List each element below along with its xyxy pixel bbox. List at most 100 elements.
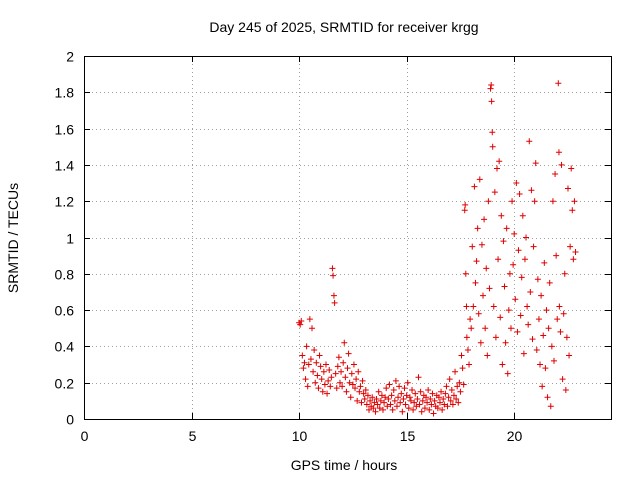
- data-point: [556, 303, 563, 310]
- data-point: [482, 325, 489, 332]
- data-point: [531, 198, 538, 205]
- data-point: [561, 270, 568, 277]
- data-point: [559, 376, 566, 383]
- data-point: [547, 403, 554, 410]
- data-point: [448, 386, 455, 393]
- data-point: [566, 352, 573, 359]
- data-point: [376, 405, 383, 412]
- y-tick-label: 0.2: [55, 376, 75, 392]
- data-point: [390, 386, 397, 393]
- x-axis-label: GPS time / hours: [291, 457, 398, 473]
- data-point: [299, 352, 306, 359]
- data-point: [417, 388, 424, 395]
- data-point: [378, 392, 385, 399]
- data-point: [431, 397, 438, 404]
- x-tick-label: 10: [292, 428, 308, 444]
- data-point: [339, 383, 346, 390]
- data-point: [357, 383, 364, 390]
- data-point: [436, 399, 443, 406]
- data-point: [333, 385, 340, 392]
- data-point: [477, 339, 484, 346]
- data-point: [383, 385, 390, 392]
- data-point: [467, 316, 474, 323]
- data-point: [326, 366, 333, 373]
- data-point: [309, 325, 316, 332]
- data-point: [401, 385, 408, 392]
- data-point: [497, 314, 504, 321]
- data-point: [353, 376, 360, 383]
- data-point: [356, 388, 363, 395]
- data-point: [350, 361, 357, 368]
- data-point: [534, 276, 541, 283]
- data-point: [515, 247, 522, 254]
- data-point: [372, 408, 379, 415]
- data-point: [370, 405, 377, 412]
- data-point: [377, 397, 384, 404]
- data-point: [415, 374, 422, 381]
- data-point: [393, 403, 400, 410]
- data-point: [414, 396, 421, 403]
- y-axis-label: SRMTID / TECUs: [5, 183, 21, 293]
- data-point: [335, 354, 342, 361]
- data-point: [555, 80, 562, 87]
- data-point: [439, 406, 446, 413]
- data-point: [493, 165, 500, 172]
- data-point: [552, 170, 559, 177]
- data-point: [488, 82, 495, 89]
- data-point: [336, 379, 343, 386]
- data-point: [382, 394, 389, 401]
- data-point: [321, 381, 328, 388]
- data-point: [421, 405, 428, 412]
- data-point: [324, 390, 331, 397]
- data-point: [440, 396, 447, 403]
- data-point: [483, 265, 490, 272]
- data-point: [364, 392, 371, 399]
- data-point: [454, 383, 461, 390]
- y-tick-label: 1.6: [55, 122, 75, 138]
- data-point: [311, 347, 318, 354]
- data-point: [361, 396, 368, 403]
- data-point: [567, 243, 574, 250]
- data-point: [475, 310, 482, 317]
- data-point: [464, 347, 471, 354]
- y-tick-label: 1.2: [55, 194, 75, 210]
- data-point: [347, 394, 354, 401]
- tick-layer: 00.20.40.60.811.21.41.61.820 5 10 15 20: [55, 49, 611, 444]
- data-point: [385, 396, 392, 403]
- data-point: [519, 212, 526, 219]
- data-point: [521, 256, 528, 263]
- data-point: [539, 383, 546, 390]
- data-point: [500, 238, 507, 245]
- data-point: [426, 406, 433, 413]
- data-point: [395, 394, 402, 401]
- data-point: [411, 399, 418, 406]
- y-tick-label: 1: [66, 231, 74, 247]
- data-point: [505, 307, 512, 314]
- data-point: [304, 383, 311, 390]
- data-point: [569, 207, 576, 214]
- data-point: [330, 292, 337, 299]
- data-point: [570, 256, 577, 263]
- data-point: [352, 385, 359, 392]
- data-point: [334, 363, 341, 370]
- data-point: [314, 372, 321, 379]
- data-point: [523, 234, 530, 241]
- data-point: [538, 292, 545, 299]
- data-point: [509, 198, 516, 205]
- data-point: [502, 339, 509, 346]
- data-point: [449, 401, 456, 408]
- data-point: [526, 138, 533, 145]
- data-point: [300, 365, 307, 372]
- data-point: [405, 405, 412, 412]
- data-point: [518, 274, 525, 281]
- data-point: [472, 279, 479, 286]
- data-point: [332, 370, 339, 377]
- data-point: [312, 379, 319, 386]
- data-point: [435, 394, 442, 401]
- data-point: [346, 379, 353, 386]
- data-point: [344, 365, 351, 372]
- data-point: [445, 394, 452, 401]
- data-point: [470, 303, 477, 310]
- data-point: [330, 272, 337, 279]
- data-point: [306, 316, 313, 323]
